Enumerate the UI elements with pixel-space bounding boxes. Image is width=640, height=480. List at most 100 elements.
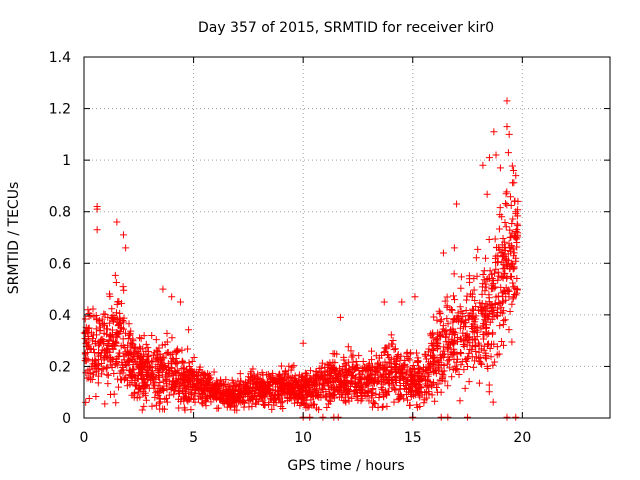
data-point xyxy=(493,351,501,359)
data-point xyxy=(499,307,507,315)
data-point xyxy=(142,396,150,404)
data-point xyxy=(141,359,149,367)
data-point xyxy=(289,393,297,401)
data-point xyxy=(378,374,386,382)
data-point xyxy=(253,376,261,384)
data-point xyxy=(475,341,483,349)
data-point xyxy=(125,357,133,365)
data-point xyxy=(337,388,345,396)
data-point xyxy=(198,390,206,398)
data-point xyxy=(394,396,402,404)
data-point xyxy=(500,288,508,296)
data-point xyxy=(156,350,164,358)
data-point xyxy=(124,348,132,356)
data-point xyxy=(148,402,156,410)
data-point xyxy=(350,372,358,380)
data-point xyxy=(378,403,386,411)
data-point xyxy=(89,357,97,365)
data-point xyxy=(328,384,336,392)
data-point xyxy=(299,376,307,384)
data-point xyxy=(346,367,354,375)
data-point xyxy=(500,270,508,278)
data-point xyxy=(449,292,457,300)
data-point xyxy=(137,352,145,360)
data-point xyxy=(305,390,313,398)
data-point xyxy=(509,245,517,253)
data-point xyxy=(286,374,294,382)
data-point xyxy=(92,393,100,401)
data-point xyxy=(87,311,95,319)
data-point xyxy=(491,235,499,243)
data-point xyxy=(439,249,447,257)
data-point xyxy=(104,380,112,388)
data-point xyxy=(101,400,109,408)
data-point xyxy=(496,211,504,219)
data-point xyxy=(470,363,478,371)
data-point xyxy=(103,325,111,333)
data-point xyxy=(512,234,520,242)
data-point xyxy=(485,388,493,396)
data-point xyxy=(413,387,421,395)
data-point xyxy=(144,344,152,352)
data-point xyxy=(457,273,465,281)
data-point xyxy=(163,398,171,406)
data-point xyxy=(433,388,441,396)
data-point xyxy=(130,365,138,373)
x-axis-label: GPS time / hours xyxy=(287,458,404,474)
data-point xyxy=(125,357,133,365)
data-point xyxy=(180,359,188,367)
data-point xyxy=(93,315,101,323)
chart-title: Day 357 of 2015, SRMTID for receiver kir… xyxy=(198,20,494,36)
data-point xyxy=(300,381,308,389)
data-point xyxy=(370,398,378,406)
data-point xyxy=(81,357,89,365)
data-point xyxy=(354,392,362,400)
data-point xyxy=(508,162,516,170)
data-point xyxy=(155,395,163,403)
data-point xyxy=(411,379,419,387)
data-point xyxy=(498,241,506,249)
data-point xyxy=(96,338,104,346)
data-point xyxy=(241,399,249,407)
data-point xyxy=(382,344,390,352)
data-point xyxy=(450,244,458,252)
data-point xyxy=(503,188,511,196)
data-point xyxy=(372,390,380,398)
data-point xyxy=(128,340,136,348)
data-point xyxy=(185,326,193,334)
data-point xyxy=(456,397,464,405)
data-point xyxy=(406,356,414,364)
y-tick-label: 1.4 xyxy=(49,50,71,66)
data-point xyxy=(317,364,325,372)
data-point xyxy=(213,389,221,397)
data-point xyxy=(511,233,519,241)
data-point xyxy=(104,313,112,321)
data-point xyxy=(301,401,309,409)
data-point xyxy=(123,382,131,390)
data-point xyxy=(200,386,208,394)
data-point xyxy=(329,350,337,358)
data-point xyxy=(344,343,352,351)
data-point xyxy=(126,330,134,338)
data-point xyxy=(498,289,506,297)
data-point xyxy=(162,394,170,402)
data-point xyxy=(466,312,474,320)
data-point xyxy=(405,384,413,392)
data-point xyxy=(489,398,497,406)
data-point xyxy=(488,301,496,309)
data-point xyxy=(446,306,454,314)
data-point xyxy=(257,384,265,392)
data-point xyxy=(372,367,380,375)
data-point xyxy=(197,376,205,384)
data-point xyxy=(398,363,406,371)
data-point xyxy=(178,387,186,395)
data-point xyxy=(204,379,212,387)
data-point xyxy=(449,325,457,333)
plot-frame xyxy=(83,56,611,419)
data-point xyxy=(492,151,500,159)
data-point xyxy=(126,371,134,379)
data-point xyxy=(223,403,231,411)
data-point xyxy=(313,392,321,400)
data-point xyxy=(483,190,491,198)
data-point xyxy=(123,362,131,370)
